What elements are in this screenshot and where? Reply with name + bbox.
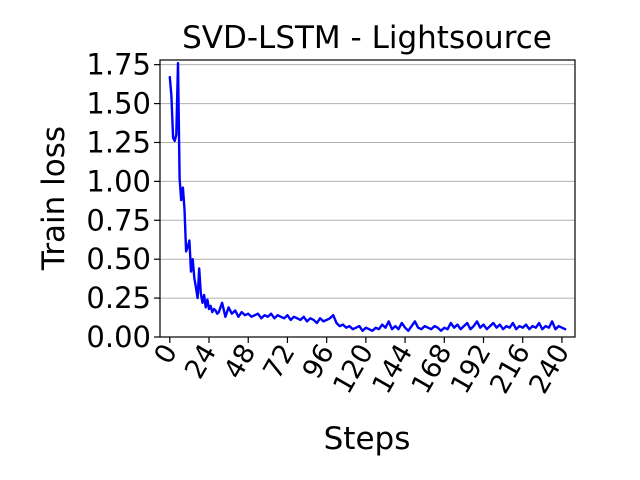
x-tick-label: 72 (257, 339, 301, 384)
y-tick-label: 1.00 (86, 164, 151, 198)
y-tick-label: 0.75 (86, 203, 151, 237)
series-line (168, 61, 567, 332)
gridlines (160, 64, 575, 338)
x-tick-label: 240 (523, 339, 576, 399)
y-tick-label: 1.25 (86, 125, 151, 159)
x-tick-label: 216 (484, 339, 537, 399)
x-tick-label: 120 (327, 339, 380, 399)
y-tick-label: 0.00 (86, 320, 151, 354)
x-tick-label: 48 (218, 339, 262, 384)
plot-area (168, 61, 567, 332)
x-tick-label: 0 (148, 339, 183, 369)
x-tick-label: 168 (406, 339, 459, 399)
y-axis-label: Train loss (36, 126, 72, 271)
x-tick-label: 192 (445, 339, 498, 399)
y-tick-label: 0.50 (86, 242, 151, 276)
y-tick-label: 1.50 (86, 87, 151, 121)
y-tick-label: 1.75 (86, 48, 151, 82)
chart-title: SVD-LSTM - Lightsource (182, 20, 552, 56)
axes-frame (159, 59, 576, 338)
x-axis-label: Steps (324, 421, 411, 457)
y-tick-label: 0.25 (86, 281, 151, 315)
x-tick-label: 144 (367, 339, 420, 399)
y-axis: 0.00 0.25 0.50 0.75 1.00 1.25 1.50 1.75 (86, 48, 160, 354)
x-tick-label: 24 (179, 339, 223, 384)
